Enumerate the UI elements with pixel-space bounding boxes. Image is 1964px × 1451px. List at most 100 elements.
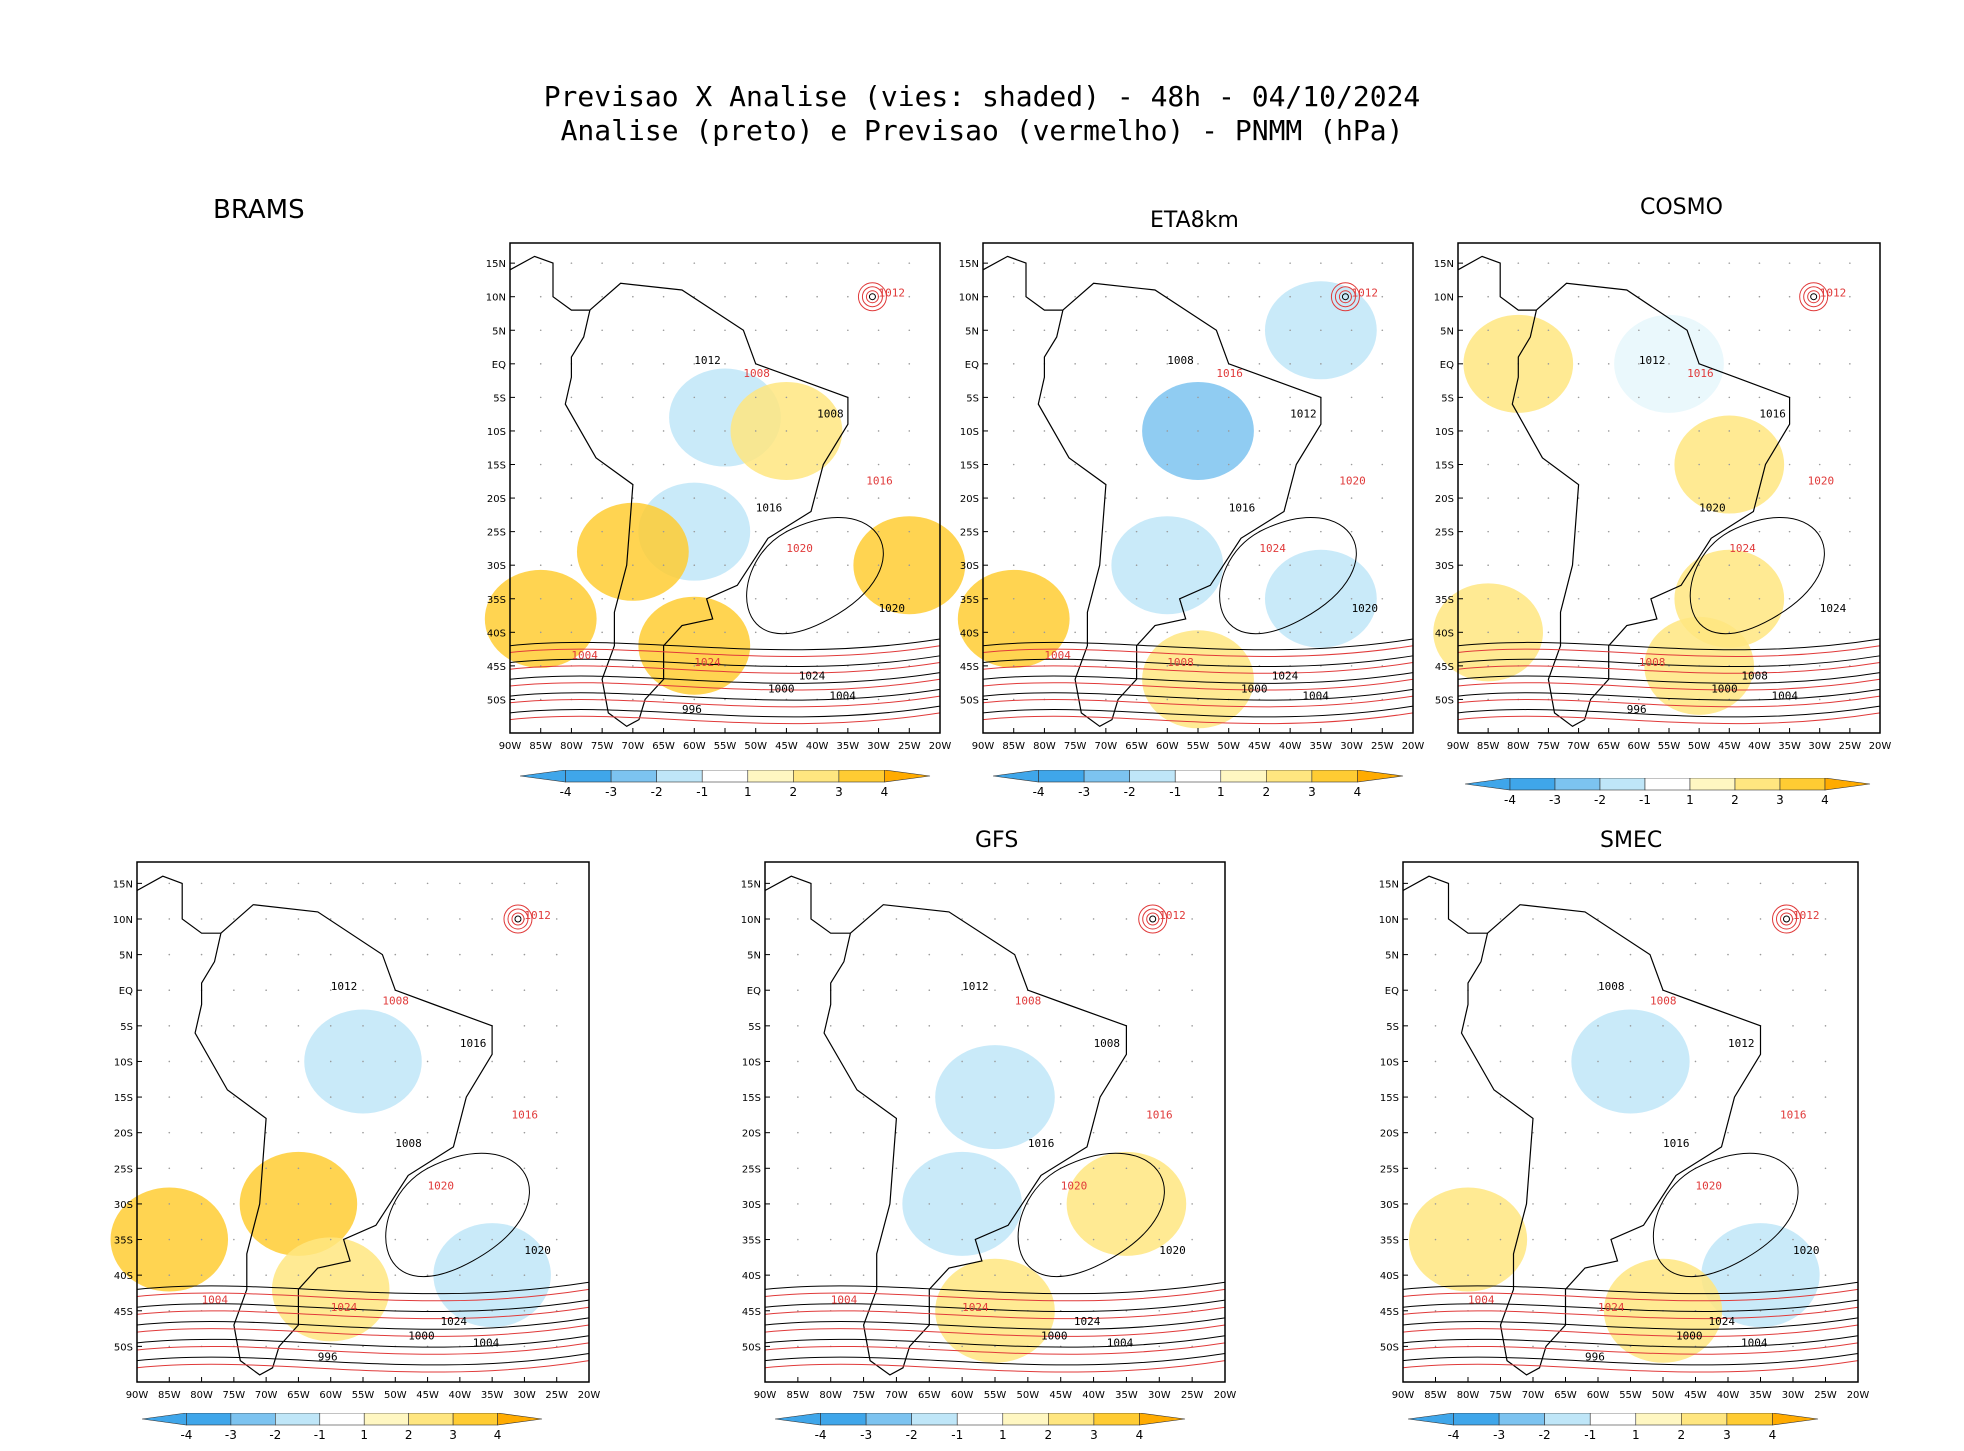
grid-dot [1074,564,1076,566]
grid-dot [570,396,573,399]
grid-dot [1577,665,1580,667]
colorbar-bin [1002,1412,1049,1426]
grid-dot [862,1131,865,1134]
colorbar-tick-label: -4 [560,785,572,799]
grid-dot [570,430,573,432]
analysis-contour-label: 1012 [1290,408,1317,421]
grid-dot [570,497,573,499]
grid-dot [1381,597,1384,600]
grid-dot [662,631,665,634]
grid-dot [1638,665,1640,667]
colorbar-bin [1093,1412,1140,1426]
grid-dot [1824,1203,1827,1205]
grid-dot [1607,497,1610,499]
colorbar-arrow-low [774,1412,821,1426]
grid-dot [1074,262,1076,264]
grid-dot [785,363,788,365]
grid-dot [459,1167,461,1170]
x-tick-label: 60W [1628,741,1651,752]
grid-dot [1818,262,1821,264]
grid-dot [1758,564,1761,566]
grid-dot [426,1096,429,1098]
grid-dot [426,918,429,920]
cyclone-center [514,915,522,923]
colorbar-tick-label: -1 [1639,793,1651,807]
colorbar-svg: -4 -3 -2 -1 1 2 3 4 [141,1412,543,1442]
colorbar-svg: -4 -3 -2 -1 1 2 3 4 [519,769,931,799]
analysis-contour-label: 1004 [1302,689,1329,702]
y-tick-label: 15N [486,259,506,270]
grid-dot [523,1274,526,1276]
analysis-isobar [1652,1152,1799,1277]
grid-dot [632,396,634,399]
grid-dot [1824,1025,1827,1027]
analysis-contour-label: 1024 [799,669,826,682]
grid-dot [1662,1096,1664,1098]
grid-dot [1125,1096,1128,1098]
grid-dot [785,597,788,600]
x-tick-label: 25W [1371,741,1394,752]
y-tick-label: 50S [1380,1342,1399,1353]
forecast-isobar [1402,1342,1859,1355]
map-panel-gfs: 1012 1008 1016 1020 1024 1004 1000 1012 1008 1016… [741,861,1236,1416]
coastline [136,875,221,934]
analysis-contour-label: 1020 [879,602,906,615]
grid-dot [895,882,898,885]
grid-dot [928,1131,931,1134]
y-tick-label: 10S [1380,1057,1399,1068]
grid-dot [297,1096,300,1098]
grid-dot [555,1060,558,1063]
x-tick-label: 55W [352,1390,375,1401]
grid-dot [1818,329,1821,332]
grid-dot [1381,295,1384,298]
y-tick-label: 20S [487,494,506,505]
grid-dot [693,430,696,432]
grid-dot [754,564,757,566]
grid-dot [1694,1203,1697,1205]
grid-dot [1727,1060,1729,1063]
grid-dot [168,1309,171,1312]
y-tick-label: 40S [487,628,506,639]
grid-dot [491,882,493,885]
y-tick-label: 50S [114,1342,133,1353]
grid-dot [1059,1131,1062,1134]
grid-dot [1532,1238,1534,1241]
grid-dot [1532,1060,1534,1063]
grid-dot [877,329,880,332]
y-tick-label: 20S [960,494,979,505]
analysis-isobar [764,1335,1226,1348]
grid-dot [1517,463,1520,466]
colorbar-tick-label: 3 [1776,793,1784,807]
grid-dot [816,295,818,298]
grid-dot [1043,597,1046,600]
grid-dot [1849,597,1851,600]
grid-dot [570,564,573,566]
forecast-contour-label: 1020 [1696,1180,1723,1193]
grid-dot [895,1345,898,1348]
grid-dot [1577,597,1580,600]
forecast-contour-label: 1004 [1044,649,1071,662]
y-tick-label: 35S [742,1236,761,1247]
grid-dot [1577,363,1580,365]
grid-dot [1059,989,1062,992]
grid-dot [1577,262,1580,264]
grid-dot [329,1060,332,1063]
grid-dot [1577,463,1580,466]
grid-dot [362,1096,364,1098]
grid-dot [200,882,203,885]
grid-dot [1135,396,1138,399]
x-tick-label: 90W [1392,1390,1415,1401]
grid-dot [233,1167,235,1170]
grid-dot [1092,1131,1095,1134]
cyclone-contour [503,904,533,934]
analysis-contour-label: 1004 [829,689,856,702]
analysis-isobar [1457,688,1881,701]
colorbar-bin [701,769,749,783]
grid-dot [459,1274,461,1276]
analysis-isobar [1457,705,1881,718]
x-tick-label: 80W [1507,741,1530,752]
grid-dot [265,1309,267,1312]
map-panel-smec: 1008 1012 1016 1020 1024 1004 1000 996 1012 1008 1… [1379,861,1869,1416]
grid-dot [1166,262,1169,264]
grid-dot [1350,396,1353,399]
